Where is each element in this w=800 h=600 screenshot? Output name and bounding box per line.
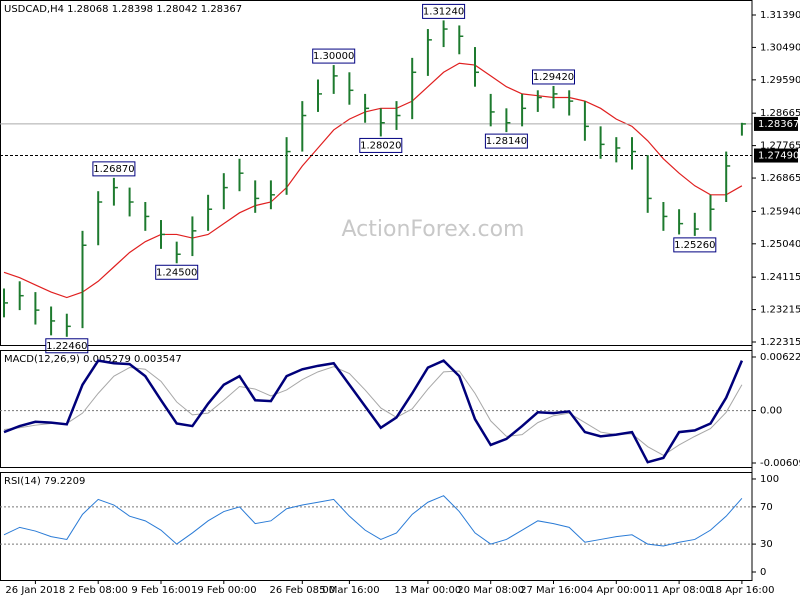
y-tick-label: 1.25040 xyxy=(760,239,800,250)
panel-title: MACD(12,26,9) 0.005279 0.003547 xyxy=(4,354,182,365)
x-tick-label: 4 Apr 00:00 xyxy=(587,585,646,596)
panel-title: USDCAD,H4 1.28068 1.28398 1.28042 1.2836… xyxy=(4,4,242,15)
price-annotation: 1.26870 xyxy=(93,164,134,175)
price-label-box xyxy=(754,148,798,163)
y-tick-label: 1.26865 xyxy=(760,173,800,184)
price-annotation-box xyxy=(45,338,89,354)
header-value: 1.28042 xyxy=(156,4,197,15)
panel-title-text: RSI(14) 79.2209 xyxy=(4,476,85,487)
y-tick-label: -0.006095 xyxy=(760,458,800,469)
y-tick-label: 1.27765 xyxy=(760,141,800,152)
price-annotation-box xyxy=(422,3,466,19)
y-tick-label: 70 xyxy=(760,502,773,513)
indicator-line xyxy=(3,495,743,547)
y-tick-label: 1.24115 xyxy=(760,272,800,283)
price-annotation: 1.31240 xyxy=(423,6,464,17)
price-annotation-box xyxy=(155,264,199,280)
price-annotation-box xyxy=(673,237,717,253)
price-annotation-box xyxy=(532,69,575,85)
price-annotation: 1.30000 xyxy=(313,51,354,62)
header-value: 1.28367 xyxy=(201,4,242,15)
y-tick-label: 1.28665 xyxy=(760,108,800,119)
x-tick-label: 26 Feb 08:00 xyxy=(269,585,335,596)
header-value: 1.28398 xyxy=(112,4,153,15)
y-tick-label: 100 xyxy=(760,474,779,485)
watermark: ActionForex.com xyxy=(342,217,525,242)
y-tick-label: 0.006228 xyxy=(760,352,800,363)
y-tick-label: 30 xyxy=(760,539,773,550)
price-label: 1.27490 xyxy=(758,151,799,162)
price-annotation: 1.24500 xyxy=(156,267,197,278)
y-tick-label: 1.30490 xyxy=(760,42,800,53)
y-tick-label: 0 xyxy=(760,567,766,578)
price-annotation-box xyxy=(92,161,136,177)
x-tick-label: 26 Jan 2018 xyxy=(5,585,65,596)
panel-title: RSI(14) 79.2209 xyxy=(4,476,85,487)
y-tick-label: 1.29590 xyxy=(760,75,800,86)
price-annotation-box xyxy=(359,137,403,153)
price-label-box xyxy=(754,116,798,131)
y-tick-label: 0.00 xyxy=(760,406,782,417)
price-annotation: 1.28020 xyxy=(360,140,401,151)
price-annotation: 1.22460 xyxy=(46,341,87,352)
y-tick-label: 1.31390 xyxy=(760,10,800,21)
y-tick-label: 1.22315 xyxy=(760,337,800,348)
panel-title-text: USDCAD,H4 xyxy=(4,4,64,15)
x-tick-label: 20 Mar 08:00 xyxy=(457,585,524,596)
price-annotation-box xyxy=(312,48,356,64)
header-value: 1.28068 xyxy=(67,4,108,15)
x-tick-label: 2 Feb 08:00 xyxy=(69,585,128,596)
y-tick-label: 1.23215 xyxy=(760,305,800,316)
x-tick-label: 11 Apr 08:00 xyxy=(646,585,711,596)
price-annotation: 1.28140 xyxy=(486,136,527,147)
price-annotation: 1.29420 xyxy=(533,72,574,83)
panel-title-text: MACD(12,26,9) 0.005279 0.003547 xyxy=(4,354,182,365)
price-annotation-box xyxy=(484,133,528,149)
moving-average xyxy=(3,62,743,299)
x-tick-label: 9 Feb 16:00 xyxy=(131,585,190,596)
x-tick-label: 27 Mar 16:00 xyxy=(520,585,587,596)
y-tick-label: 1.25940 xyxy=(760,206,800,217)
price-label: 1.28367 xyxy=(758,119,799,130)
x-tick-label: 5 Mar 16:00 xyxy=(319,585,379,596)
x-tick-label: 13 Mar 00:00 xyxy=(395,585,462,596)
x-tick-label: 19 Feb 00:00 xyxy=(191,585,257,596)
indicator-line xyxy=(3,359,744,464)
price-annotation: 1.25260 xyxy=(674,240,715,251)
x-tick-label: 18 Apr 16:00 xyxy=(709,585,774,596)
